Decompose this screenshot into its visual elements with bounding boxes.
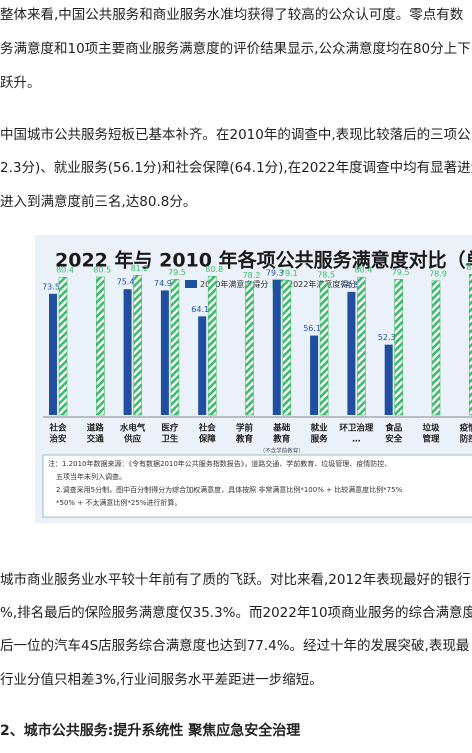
text-line: 行业分值只相差3%,行业间服务水平差距进一步缩短。 <box>0 672 323 688</box>
x-tick-label: 管理 <box>422 434 440 445</box>
bar <box>95 276 105 416</box>
category-note: （不含学前教育） <box>260 447 304 455</box>
bar <box>319 281 329 416</box>
text-line: 后一位的汽车4S店服务综合满意度也达到77.4%。经过十年的发展突破,表现最 <box>0 638 470 654</box>
bar <box>207 275 217 416</box>
bar <box>272 279 281 415</box>
text-line: 整体来看,中国公共服务和商业服务水准均获得了较高的公众认可度。零点有数 <box>0 7 464 23</box>
value-label: 79.5 <box>168 268 186 277</box>
x-tick-label: 安全 <box>385 434 403 445</box>
text-line: %,排名最后的保险服务满意度仅35.3%。而2022年10项商业服务的综合满意度 <box>0 605 472 621</box>
value-label: 80.5 <box>93 266 111 275</box>
x-tick-label: 食品 <box>385 423 403 434</box>
value-label: 73.5 <box>42 282 60 291</box>
bar <box>133 275 142 416</box>
text-line: 城市商业服务业水平较十年前有了质的飞跃。对比来看,2012年表现最好的银行 <box>0 572 471 588</box>
legend-label: 2010年满意度得分 <box>200 279 268 289</box>
text-line: 2.3分)、就业服务(56.1分)和社会保障(64.1分),在2022年度调查中… <box>0 160 472 176</box>
value-label: 64.1 <box>191 305 209 314</box>
x-tick-label: 防控 <box>460 434 472 445</box>
bar <box>347 291 356 415</box>
x-tick-label: … <box>352 435 361 445</box>
x-tick-label: 交通 <box>87 434 105 445</box>
value-label: 80.4 <box>56 266 74 275</box>
section-heading: 2、城市公共服务:提升系统性 聚焦应急安全治理 <box>0 723 301 739</box>
x-tick-label: 水电气 <box>119 423 146 434</box>
value-label: 56.1 <box>303 324 321 333</box>
notes-box <box>42 454 472 518</box>
bar <box>49 293 57 415</box>
x-tick-label: 学前 <box>236 423 254 434</box>
text-line: 跃升。 <box>0 75 41 91</box>
x-tick-label: 基础 <box>272 423 291 434</box>
chart-title: 2022 年与 2010 年各项公共服务满意度对比（单位：分） <box>55 249 472 272</box>
x-tick-label: 环卫治理 <box>339 423 374 434</box>
x-tick-label: 垃圾 <box>422 423 440 434</box>
text-line: 中国城市公共服务短板已基本补齐。在2010年的调查中,表现比较落后的三项公 <box>0 127 471 143</box>
bar <box>58 276 68 416</box>
value-label: 79.3 <box>266 268 284 277</box>
value-label: 80.4 <box>354 266 372 275</box>
value-label: 75.4 <box>117 278 135 287</box>
x-tick-label: 疫情 <box>460 423 472 434</box>
bar <box>170 279 180 416</box>
x-tick-label: 医疗 <box>161 423 179 434</box>
x-tick-label: 卫生 <box>161 434 179 445</box>
value-label: 78.5 <box>317 270 335 279</box>
value-label: 79.5 <box>392 268 410 277</box>
x-tick-label: 教育 <box>235 434 254 445</box>
chart: 2022 年与 2010 年各项公共服务满意度对比（单位：分） 2010年满意度… <box>35 235 472 523</box>
x-tick-label: 供应 <box>123 434 142 445</box>
note-line: 五项当年未列入调查。 <box>56 472 126 481</box>
note-line: 2.调查采用5分制，图中百分制得分为综合加权满意度，具体按照 非常满意比例*10… <box>56 485 403 494</box>
value-label: 81.2 <box>131 264 149 273</box>
bar <box>160 290 169 415</box>
legend-swatch <box>185 280 197 288</box>
note-line: *50% + 不太满意比例*25%进行折算。 <box>56 498 181 507</box>
bar <box>384 344 393 415</box>
x-tick-label: 服务 <box>311 434 329 445</box>
value-label: 74.3 <box>340 280 358 289</box>
x-tick-label: 治安 <box>49 434 67 445</box>
x-tick-label: 社会 <box>198 423 217 434</box>
value-label: 52.3 <box>378 333 396 342</box>
value-label: 74.9 <box>154 279 172 288</box>
value-label: 78.9 <box>429 269 447 278</box>
bar <box>245 282 254 416</box>
x-tick-label: 保障 <box>198 434 217 445</box>
bar <box>198 316 207 415</box>
value-label: 81.6 <box>466 263 472 272</box>
text-line: 进入到满意度前三名,达80.8分。 <box>0 194 197 210</box>
bar <box>357 276 366 416</box>
x-tick-label: 道路 <box>87 423 105 434</box>
note-line: 注：1.2010年数据来源：《令有数据2010年公共服务指数报告》，道路交通、学… <box>48 459 391 468</box>
text-line: 务满意度和10项主要商业服务满意度的评价结果显示,公众满意度均在80分上下 <box>0 41 471 57</box>
bar <box>394 279 404 416</box>
value-label: 78.2 <box>243 271 261 280</box>
bar <box>282 280 292 416</box>
x-tick-label: 就业 <box>311 423 329 434</box>
x-tick-label: 教育 <box>272 434 291 445</box>
bar <box>468 274 472 416</box>
bar <box>123 289 132 415</box>
value-label: 79.1 <box>280 269 298 278</box>
bar <box>310 335 319 415</box>
bar <box>431 280 441 416</box>
value-label: 80.8 <box>205 265 223 274</box>
x-tick-label: 社会 <box>48 423 67 434</box>
